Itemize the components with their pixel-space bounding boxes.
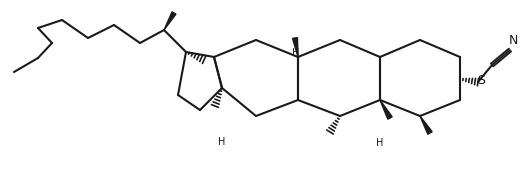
Polygon shape	[293, 38, 298, 57]
Text: N: N	[508, 33, 518, 46]
Text: H: H	[292, 48, 299, 58]
Polygon shape	[420, 116, 432, 134]
Polygon shape	[164, 12, 176, 30]
Text: H: H	[218, 137, 226, 147]
Text: S: S	[477, 74, 485, 87]
Polygon shape	[380, 100, 392, 119]
Text: H: H	[376, 138, 384, 148]
